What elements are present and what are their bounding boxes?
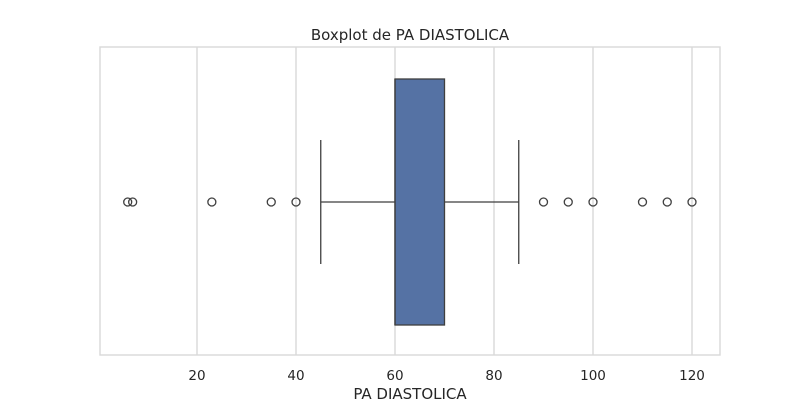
outlier-point-3 [266, 197, 276, 207]
outlier-point-9 [662, 197, 672, 207]
outlier-point-8 [637, 197, 648, 207]
x-tick-label-120: 120 [679, 368, 705, 384]
x-tick-label-40: 40 [287, 368, 304, 384]
x-tick-label-60: 60 [386, 368, 403, 384]
x-axis-label: PA DIASTOLICA [353, 385, 467, 400]
x-tick-label-80: 80 [485, 368, 502, 384]
outlier-point-2 [207, 197, 217, 207]
plot-frame [99, 46, 721, 356]
tick-layer: 20 40 60 80 100 120 [188, 368, 704, 384]
x-tick-label-100: 100 [580, 368, 606, 384]
chart-title: Boxplot de PA DIASTOLICA [311, 26, 510, 44]
outlier-point-5 [538, 197, 549, 207]
x-tick-label-20: 20 [188, 368, 205, 384]
outlier-point-6 [563, 197, 573, 207]
outlier-point-7 [588, 197, 598, 207]
outlier-point-1 [127, 197, 138, 207]
box-layer [320, 78, 520, 326]
iqr-box [394, 78, 446, 326]
outlier-point-0 [123, 197, 133, 207]
outlier-layer [123, 197, 697, 207]
outlier-point-4 [291, 197, 301, 207]
outlier-point-10 [687, 197, 697, 207]
